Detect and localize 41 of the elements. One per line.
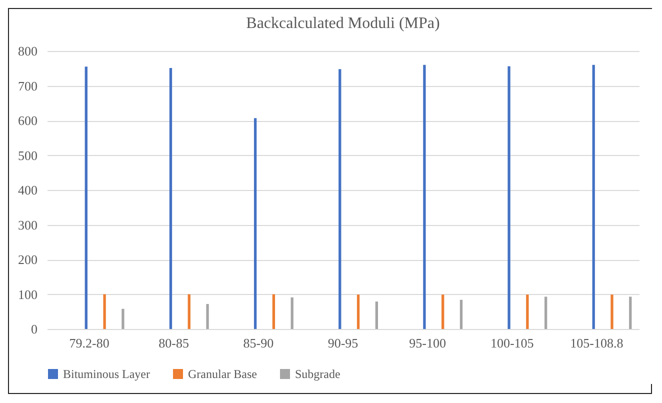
- y-tick-label: 600: [18, 113, 38, 128]
- x-tick-label: 90-95: [328, 336, 358, 350]
- bar: [544, 296, 548, 329]
- y-tick-label: 200: [18, 252, 38, 267]
- bar: [290, 297, 294, 329]
- bar: [442, 294, 444, 329]
- bar: [254, 118, 257, 329]
- bar: [206, 304, 209, 329]
- bar: [526, 294, 529, 329]
- bar: [103, 294, 106, 329]
- x-tick-label: 100-105: [490, 336, 534, 350]
- y-tick-label: 0: [31, 322, 38, 336]
- x-tick-label: 95-100: [409, 336, 446, 350]
- bar: [629, 296, 632, 329]
- bar: [338, 69, 342, 329]
- bar: [460, 300, 463, 329]
- x-tick-label: 79.2-80: [69, 336, 110, 350]
- bar: [610, 294, 614, 329]
- bar: [188, 294, 190, 329]
- y-tick-label: 100: [18, 286, 38, 302]
- x-tick-label: 80-85: [158, 336, 190, 350]
- bar: [356, 294, 360, 329]
- x-tick-label: 85-90: [243, 336, 274, 350]
- chart-title: Backcalculated Moduli (MPa): [246, 15, 440, 32]
- bar: [508, 66, 510, 329]
- bar: [423, 64, 426, 329]
- legend-label: Subgrade: [295, 367, 340, 381]
- bar: [375, 302, 378, 329]
- bar: [122, 308, 124, 329]
- bar: [84, 66, 88, 329]
- bar: [169, 68, 172, 329]
- y-tick-label: 500: [18, 148, 38, 163]
- legend-label: Granular Base: [188, 367, 257, 381]
- y-tick-label: 800: [18, 44, 38, 58]
- x-tick-label: 105-108.8: [570, 336, 624, 350]
- legend-label: Bituminous Layer: [63, 367, 150, 381]
- bar: [592, 64, 595, 329]
- y-tick-label: 400: [18, 182, 38, 198]
- bar: [272, 294, 276, 329]
- y-tick-label: 300: [18, 217, 38, 232]
- y-tick-label: 700: [18, 78, 38, 94]
